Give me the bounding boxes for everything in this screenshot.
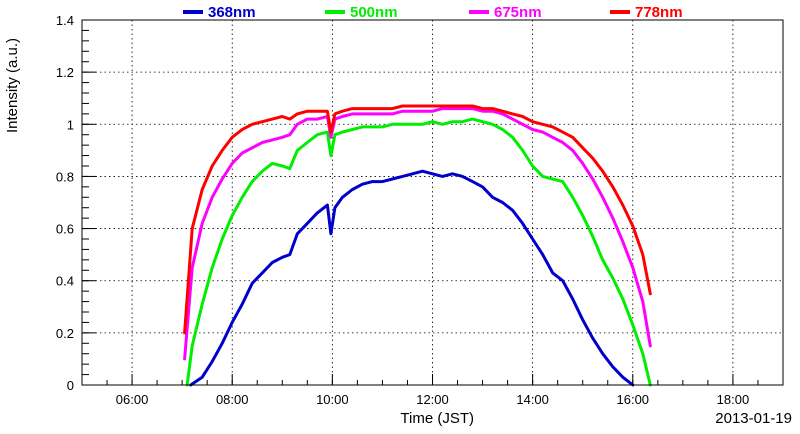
y-tick-label: 0.4 <box>56 274 74 289</box>
y-tick-label: 1 <box>67 117 74 132</box>
x-tick-label: 06:00 <box>116 392 149 407</box>
y-tick-label: 1.4 <box>56 13 74 28</box>
legend: 368nm 500nm 675nm 778nm <box>183 4 683 21</box>
y-tick-label: 0.6 <box>56 222 74 237</box>
date-label: 2013-01-19 <box>715 410 792 427</box>
series-line-778nm <box>183 104 652 335</box>
x-tick-label: 10:00 <box>316 392 349 407</box>
y-axis-title: Intensity (a.u.) <box>4 38 21 133</box>
legend-label-675nm: 675nm <box>494 4 542 21</box>
legend-label-778nm: 778nm <box>635 4 683 21</box>
y-tick-label: 1.2 <box>56 65 74 80</box>
legend-label-368nm: 368nm <box>208 4 256 21</box>
x-tick-label: 14:00 <box>516 392 549 407</box>
series-layer <box>183 104 652 387</box>
series-line-675nm <box>183 107 652 361</box>
y-tick-label: 0.8 <box>56 169 74 184</box>
y-tick-label: 0 <box>67 378 74 393</box>
x-tick-label: 12:00 <box>416 392 449 407</box>
x-tick-label: 16:00 <box>617 392 650 407</box>
x-axis-title: Time (JST) <box>400 410 474 427</box>
series-line-368nm <box>189 169 635 387</box>
legend-label-500nm: 500nm <box>350 4 398 21</box>
y-tick-label: 0.2 <box>56 326 74 341</box>
x-tick-label: 18:00 <box>717 392 750 407</box>
series-line-500nm <box>185 117 652 387</box>
x-tick-label: 08:00 <box>216 392 249 407</box>
ticks: 06:00 08:00 10:00 12:00 14:00 16:00 18:00 0 0.2 0… <box>56 13 784 407</box>
